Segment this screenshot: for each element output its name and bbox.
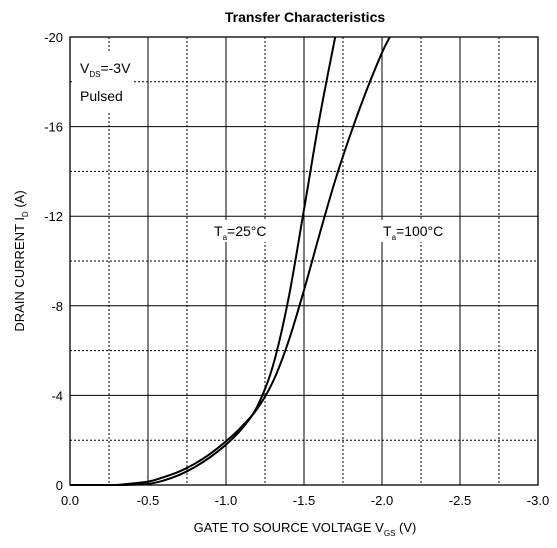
series-label-25-sub: a: [223, 233, 228, 242]
y-axis-label-sub: D: [21, 211, 30, 217]
x-axis-label-unit: (V): [395, 520, 416, 535]
plot-frame: [69, 36, 539, 486]
y-axis-label: DRAIN CURRENT ID (A): [12, 190, 30, 331]
series-label-25-value: =25°C: [227, 223, 266, 239]
series-label-100: Ta=100°C: [383, 223, 443, 242]
chart-title: Transfer Characteristics: [225, 9, 386, 25]
condition-vds-sub: DS: [89, 70, 100, 79]
condition-vds: VDS=-3V: [80, 60, 131, 79]
x-axis-label: GATE TO SOURCE VOLTAGE VGS (V): [194, 520, 417, 538]
series-label-100-sub: a: [392, 233, 397, 242]
conditions-box: [72, 53, 134, 113]
y-tick-label: -12: [44, 209, 63, 224]
series-label-100-main: T: [383, 223, 392, 239]
condition-pulsed: Pulsed: [80, 88, 123, 104]
x-tick-labels: 0.0 -0.5 -1.0 -1.5 -2.0 -2.5 -3.0: [61, 493, 549, 508]
series-label-bg-25: [212, 220, 278, 242]
series-label-25-main: T: [214, 223, 223, 239]
condition-vds-value: =-3V: [100, 60, 131, 76]
y-tick-label: -8: [51, 299, 63, 314]
y-tick-label: -20: [44, 30, 63, 45]
x-axis-label-main: GATE TO SOURCE VOLTAGE V: [194, 520, 385, 535]
x-tick-label: -1.5: [293, 493, 315, 508]
series-label-100-value: =100°C: [396, 223, 443, 239]
x-axis-label-sub: GS: [384, 529, 396, 538]
y-axis-label-unit: (A): [12, 190, 27, 211]
series-label-25: Ta=25°C: [214, 223, 266, 242]
series-line-ta-100: [116, 36, 391, 486]
y-tick-labels: 0 -4 -8 -12 -16 -20: [44, 30, 63, 493]
x-tick-label: -0.5: [137, 493, 159, 508]
series-line-ta-25: [124, 36, 337, 486]
x-tick-label: -2.0: [371, 493, 393, 508]
x-tick-label: -2.5: [449, 493, 471, 508]
condition-vds-main: V: [80, 60, 90, 76]
x-tick-label: -1.0: [215, 493, 237, 508]
y-axis-label-main: DRAIN CURRENT I: [12, 217, 27, 332]
y-tick-label: 0: [56, 478, 63, 493]
y-tick-label: -4: [51, 388, 63, 403]
y-tick-label: -16: [44, 120, 63, 135]
grid: [70, 37, 538, 485]
x-tick-label: -3.0: [527, 493, 549, 508]
series-label-bg-100: [381, 220, 457, 242]
x-tick-label: 0.0: [61, 493, 79, 508]
